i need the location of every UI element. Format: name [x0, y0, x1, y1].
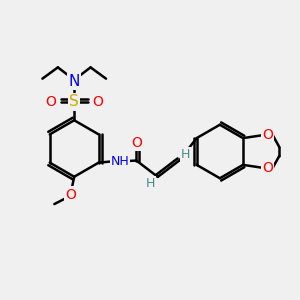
Text: H: H — [181, 148, 190, 160]
Text: O: O — [45, 95, 56, 109]
Text: NH: NH — [111, 154, 129, 168]
Text: N: N — [68, 74, 80, 89]
Text: O: O — [262, 128, 273, 142]
Text: O: O — [262, 161, 273, 175]
Text: O: O — [65, 188, 76, 202]
Text: H: H — [146, 177, 155, 190]
Text: S: S — [69, 94, 79, 110]
Text: O: O — [131, 136, 142, 150]
Text: O: O — [92, 95, 104, 109]
